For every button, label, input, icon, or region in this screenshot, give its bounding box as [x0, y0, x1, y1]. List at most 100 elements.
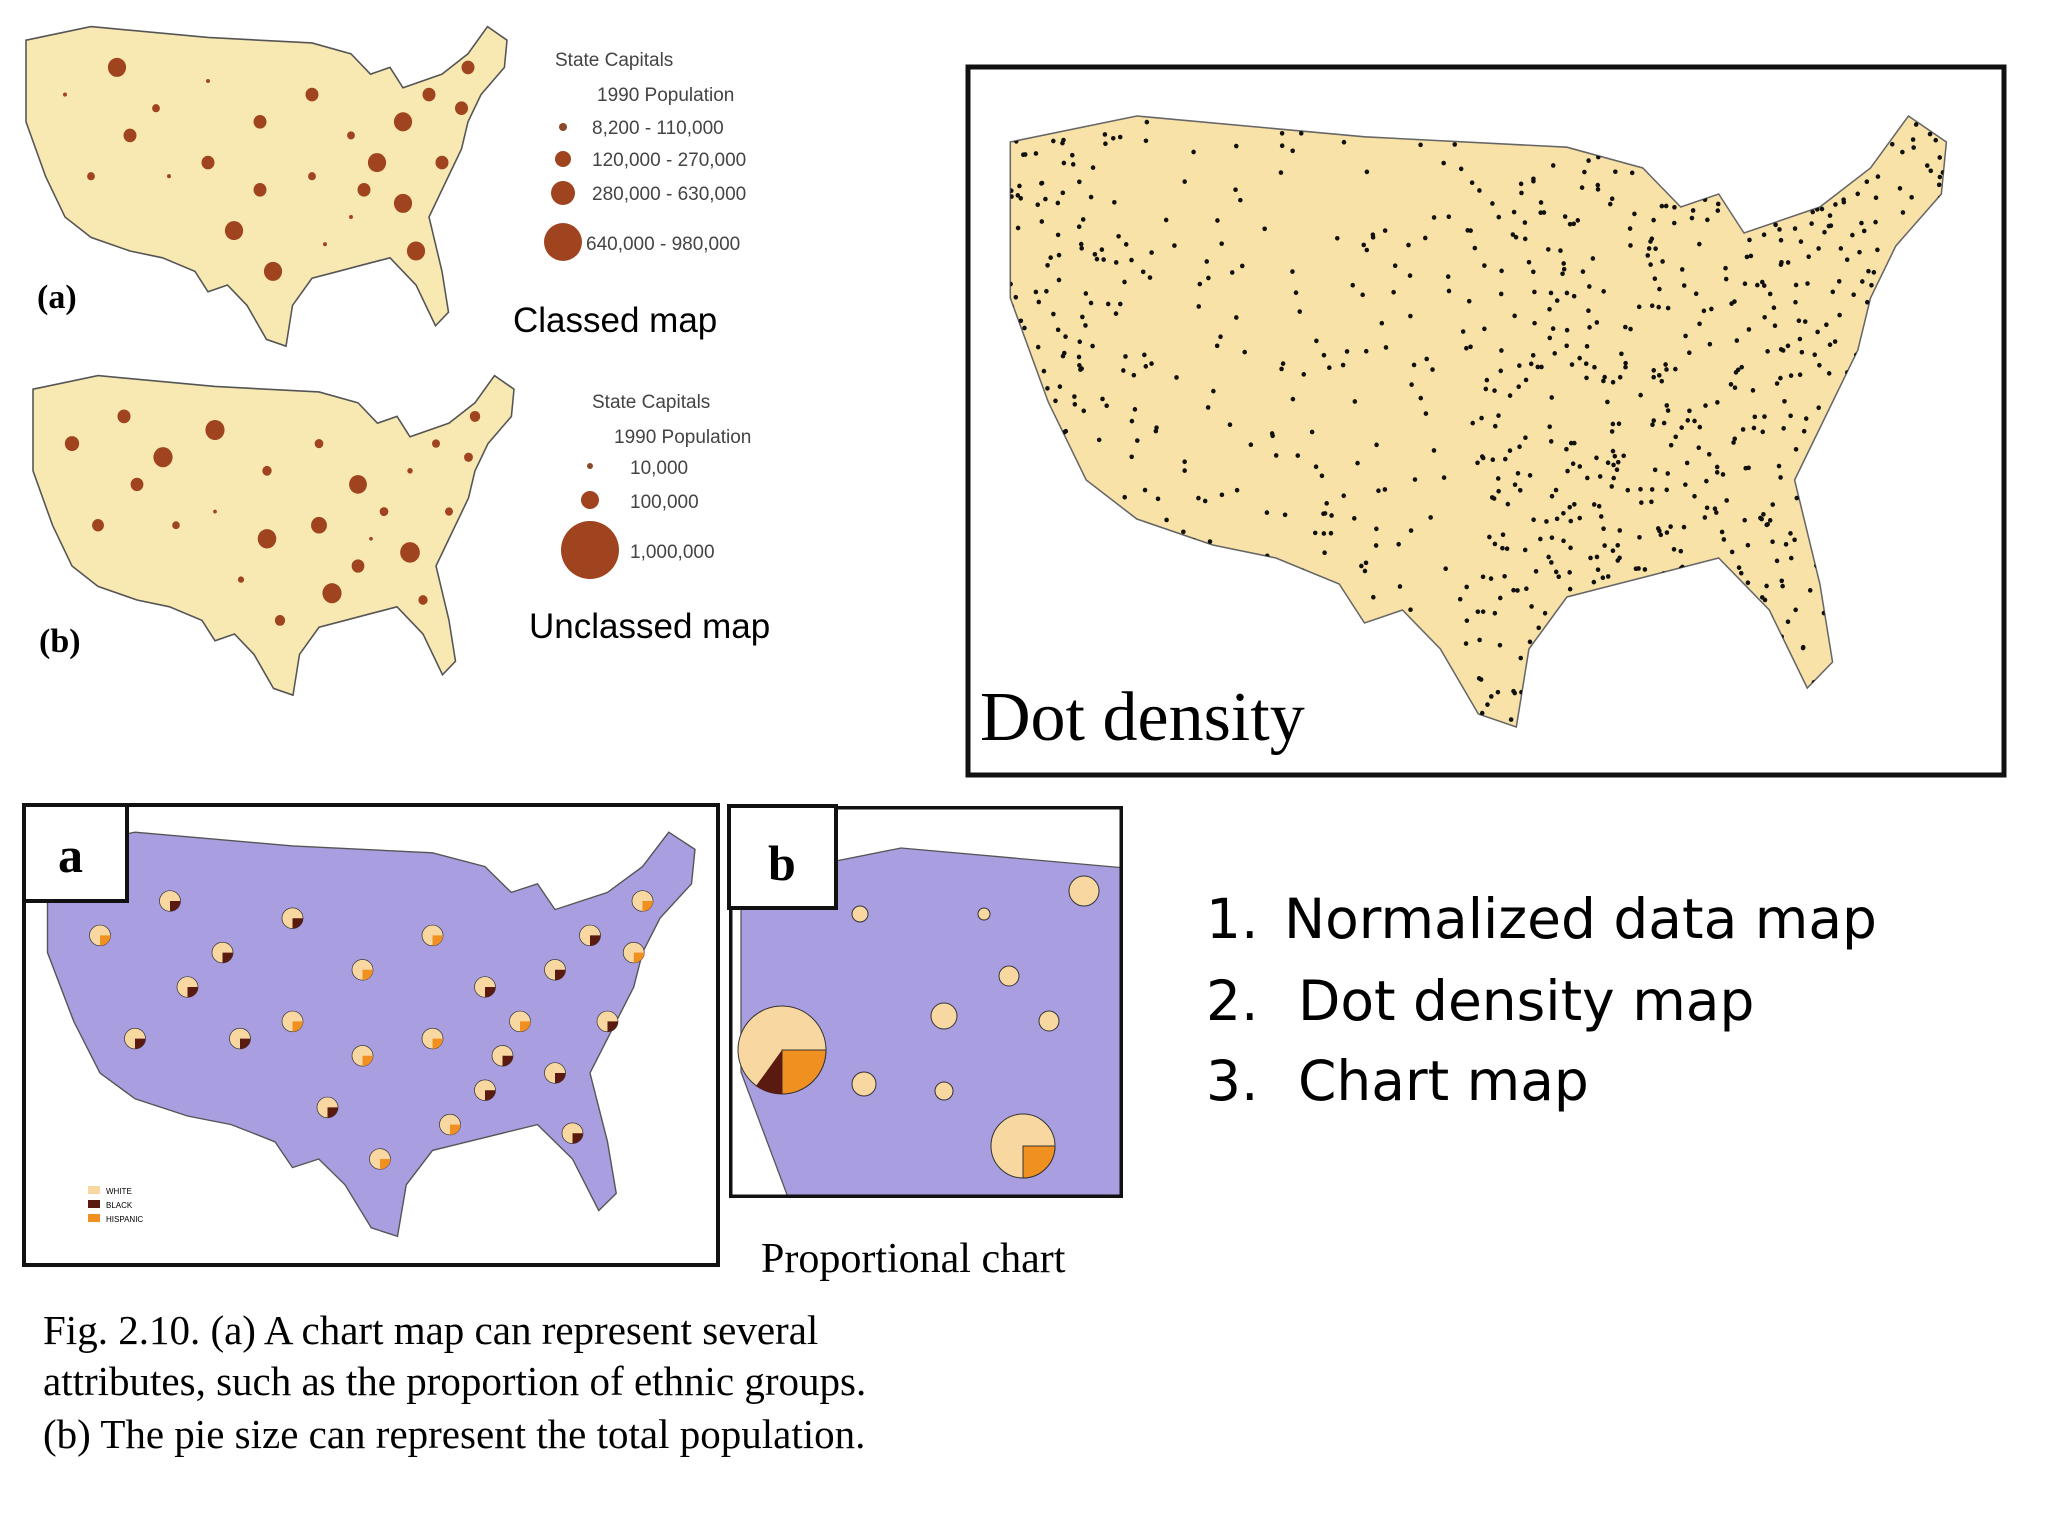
dot [1362, 568, 1368, 574]
dot [1865, 299, 1870, 305]
dot [1039, 180, 1045, 186]
dot [1610, 548, 1616, 554]
dot [1515, 588, 1520, 593]
dot [1855, 191, 1861, 197]
dot [1452, 142, 1458, 147]
dot [1564, 343, 1569, 349]
dot [1679, 425, 1684, 430]
dot [1476, 676, 1482, 681]
chart-map-b: b Proportional chart [727, 804, 1123, 1282]
dot [1279, 366, 1284, 372]
dot [1051, 138, 1056, 144]
dot [1685, 418, 1691, 423]
dot [1143, 138, 1149, 144]
dot [1018, 195, 1024, 201]
pie-slice [135, 1038, 146, 1049]
dot [1760, 429, 1766, 435]
dot [1671, 220, 1677, 226]
dot [1594, 455, 1599, 461]
dot [1043, 196, 1048, 202]
symbol [201, 155, 215, 170]
dot [1010, 281, 1013, 287]
dot [1313, 464, 1319, 470]
dot [1562, 214, 1568, 219]
symbol [130, 477, 144, 492]
dot [1752, 414, 1758, 420]
dot [1809, 221, 1814, 226]
dot [1480, 455, 1486, 461]
dot [1564, 327, 1570, 333]
dot [1219, 492, 1225, 498]
dot [1055, 200, 1061, 206]
dot [1132, 407, 1138, 412]
dot [1215, 218, 1220, 223]
dot [1721, 537, 1727, 542]
dot [1508, 717, 1514, 722]
dot [1523, 377, 1529, 383]
dot [1504, 546, 1510, 552]
dot [1714, 464, 1720, 470]
dot [1522, 220, 1528, 225]
dot [1324, 501, 1329, 506]
dot [1585, 475, 1590, 481]
dot [1900, 149, 1905, 155]
dot [1077, 179, 1082, 185]
dot [1617, 555, 1622, 561]
pie-slice [432, 935, 443, 946]
dot [1431, 448, 1437, 453]
pie-slice [590, 935, 601, 946]
dot [1678, 548, 1684, 554]
dot [1841, 197, 1846, 203]
dot [1077, 363, 1082, 368]
dot [1731, 440, 1736, 445]
dot [1219, 241, 1224, 246]
dot [1373, 543, 1379, 548]
dot [1758, 515, 1763, 521]
symbol [379, 507, 389, 517]
dot [1703, 403, 1708, 408]
legend-class: 640,000 - 980,000 [586, 234, 740, 255]
dot [1218, 334, 1223, 340]
dot [1497, 595, 1503, 601]
dot [1734, 338, 1740, 343]
dot [1424, 356, 1429, 362]
dot [1751, 425, 1757, 431]
dot [1480, 574, 1486, 580]
dot [1035, 202, 1041, 208]
dot [1479, 710, 1485, 716]
dot [1487, 534, 1492, 540]
dot [1498, 368, 1504, 374]
dot [1937, 174, 1943, 180]
dot [1463, 641, 1469, 646]
dot [1484, 377, 1490, 383]
dot [1214, 343, 1220, 349]
dot [1422, 235, 1428, 241]
dot [1738, 570, 1744, 576]
dot [1567, 504, 1573, 510]
dot [1155, 496, 1161, 502]
dot [1546, 247, 1551, 252]
dot [1579, 185, 1585, 190]
dot [1571, 221, 1577, 227]
dot [1628, 243, 1633, 248]
dot [1602, 374, 1607, 380]
dot [1061, 137, 1066, 143]
dot [1927, 131, 1933, 137]
dot [1586, 308, 1591, 314]
dot [1720, 472, 1726, 477]
dot [1482, 263, 1487, 268]
dot [1517, 363, 1522, 368]
dot [1609, 196, 1615, 202]
dot [1639, 500, 1644, 505]
dot [1712, 506, 1718, 512]
dot [1360, 292, 1365, 298]
dot [1656, 304, 1661, 310]
dot [1715, 400, 1720, 405]
dot [1140, 269, 1146, 275]
dot [1526, 259, 1532, 265]
dot [1492, 541, 1498, 547]
dot [1464, 345, 1469, 351]
dot [1601, 289, 1606, 294]
dot [1693, 291, 1699, 297]
dot [1044, 288, 1049, 294]
